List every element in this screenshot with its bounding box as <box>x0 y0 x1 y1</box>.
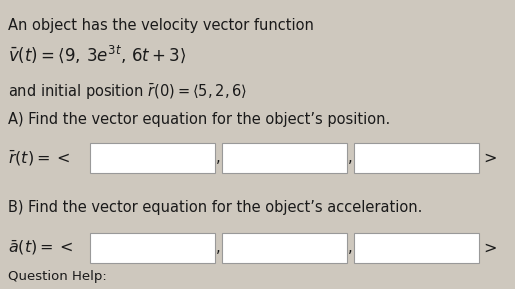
Text: $\bar{r}(t) = <$: $\bar{r}(t) = <$ <box>8 148 70 168</box>
Text: ,: , <box>348 240 352 255</box>
Text: >: > <box>483 151 496 166</box>
FancyBboxPatch shape <box>354 143 479 173</box>
Text: An object has the velocity vector function: An object has the velocity vector functi… <box>8 18 314 33</box>
Text: and initial position $\bar{r}(0) = \langle 5,2,6\rangle$: and initial position $\bar{r}(0) = \lang… <box>8 82 247 102</box>
Text: ,: , <box>216 151 220 166</box>
Text: ,: , <box>348 151 352 166</box>
Text: >: > <box>483 240 496 255</box>
FancyBboxPatch shape <box>354 233 479 263</box>
FancyBboxPatch shape <box>222 233 347 263</box>
Text: ,: , <box>216 240 220 255</box>
Text: B) Find the vector equation for the object’s acceleration.: B) Find the vector equation for the obje… <box>8 200 422 215</box>
FancyBboxPatch shape <box>222 143 347 173</box>
Text: Question Help:: Question Help: <box>8 270 107 283</box>
Text: A) Find the vector equation for the object’s position.: A) Find the vector equation for the obje… <box>8 112 390 127</box>
FancyBboxPatch shape <box>90 233 215 263</box>
FancyBboxPatch shape <box>90 143 215 173</box>
Text: $\bar{a}(t) = <$: $\bar{a}(t) = <$ <box>8 239 73 257</box>
Text: $\bar{v}(t) = \langle 9,\,3e^{3t},\,6t+3\rangle$: $\bar{v}(t) = \langle 9,\,3e^{3t},\,6t+3… <box>8 44 186 65</box>
